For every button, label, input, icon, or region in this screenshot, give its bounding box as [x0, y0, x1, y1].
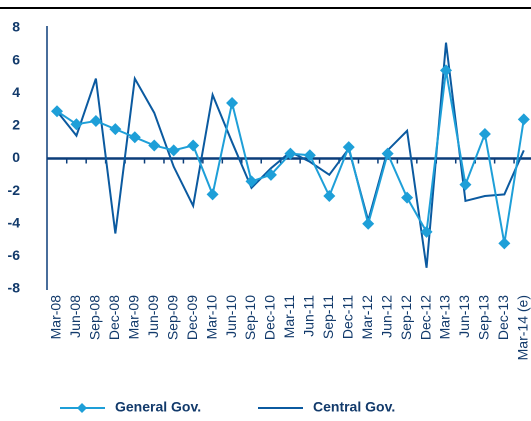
- x-tick-label: Jun-11: [301, 295, 317, 337]
- legend-label: Central Gov.: [313, 399, 395, 415]
- marker: [284, 147, 297, 160]
- marker: [323, 190, 336, 203]
- y-tick-label: -6: [8, 247, 21, 263]
- marker: [517, 113, 530, 126]
- marker: [51, 105, 63, 118]
- marker: [362, 217, 375, 230]
- marker: [187, 139, 200, 152]
- x-tick-label: Dec-08: [106, 295, 122, 340]
- marker: [206, 188, 219, 201]
- x-tick-label: Jun-08: [67, 295, 83, 338]
- marker: [167, 144, 180, 157]
- x-tick-label: Dec-09: [184, 295, 200, 340]
- x-tick-label: Sep-12: [398, 295, 414, 340]
- x-tick-label: Sep-11: [320, 295, 336, 339]
- y-tick-label: 6: [12, 51, 20, 67]
- x-tick-label: Mar-12: [359, 295, 375, 340]
- y-tick-label: 0: [12, 149, 20, 165]
- marker: [401, 191, 414, 204]
- y-tick-label: 8: [12, 19, 20, 35]
- marker: [109, 123, 122, 136]
- marker: [89, 114, 102, 127]
- x-tick-label: Mar-14 (e): [515, 295, 531, 360]
- marker: [226, 97, 239, 110]
- legend-marker: [77, 403, 87, 413]
- y-tick-label: -8: [8, 280, 21, 296]
- x-tick-label: Dec-13: [495, 295, 511, 340]
- x-tick-label: Dec-12: [417, 295, 433, 340]
- marker: [342, 141, 355, 154]
- marker: [245, 175, 258, 188]
- x-tick-label: Dec-11: [339, 295, 355, 339]
- marker: [459, 178, 472, 191]
- y-tick-label: 4: [12, 84, 20, 100]
- marker: [498, 237, 511, 250]
- x-tick-label: Mar-09: [126, 295, 142, 340]
- x-tick-label: Mar-10: [203, 295, 219, 340]
- marker: [478, 128, 491, 141]
- marker: [264, 168, 277, 181]
- marker: [303, 149, 316, 162]
- legend-label: General Gov.: [115, 399, 201, 415]
- y-tick-label: 2: [12, 117, 20, 133]
- marker: [440, 64, 452, 77]
- marker: [420, 225, 433, 238]
- x-tick-label: Dec-10: [262, 295, 278, 340]
- y-tick-label: -4: [8, 214, 21, 230]
- x-tick-label: Jun-13: [456, 295, 472, 338]
- marker: [128, 131, 141, 144]
- x-tick-label: Mar-08: [48, 295, 64, 340]
- x-tick-label: Jun-09: [145, 295, 161, 338]
- x-tick-label: Jun-10: [223, 295, 239, 338]
- x-tick-label: Sep-09: [164, 295, 180, 340]
- y-tick-label: -2: [8, 182, 21, 198]
- x-tick-label: Sep-10: [242, 295, 258, 340]
- x-tick-label: Sep-13: [476, 295, 492, 340]
- x-tick-label: Sep-08: [87, 295, 103, 340]
- x-tick-label: Mar-11: [281, 295, 297, 339]
- marker: [70, 118, 83, 131]
- x-tick-label: Jun-12: [378, 295, 394, 338]
- marker: [381, 147, 394, 160]
- marker: [148, 139, 161, 152]
- x-tick-label: Mar-13: [437, 295, 453, 340]
